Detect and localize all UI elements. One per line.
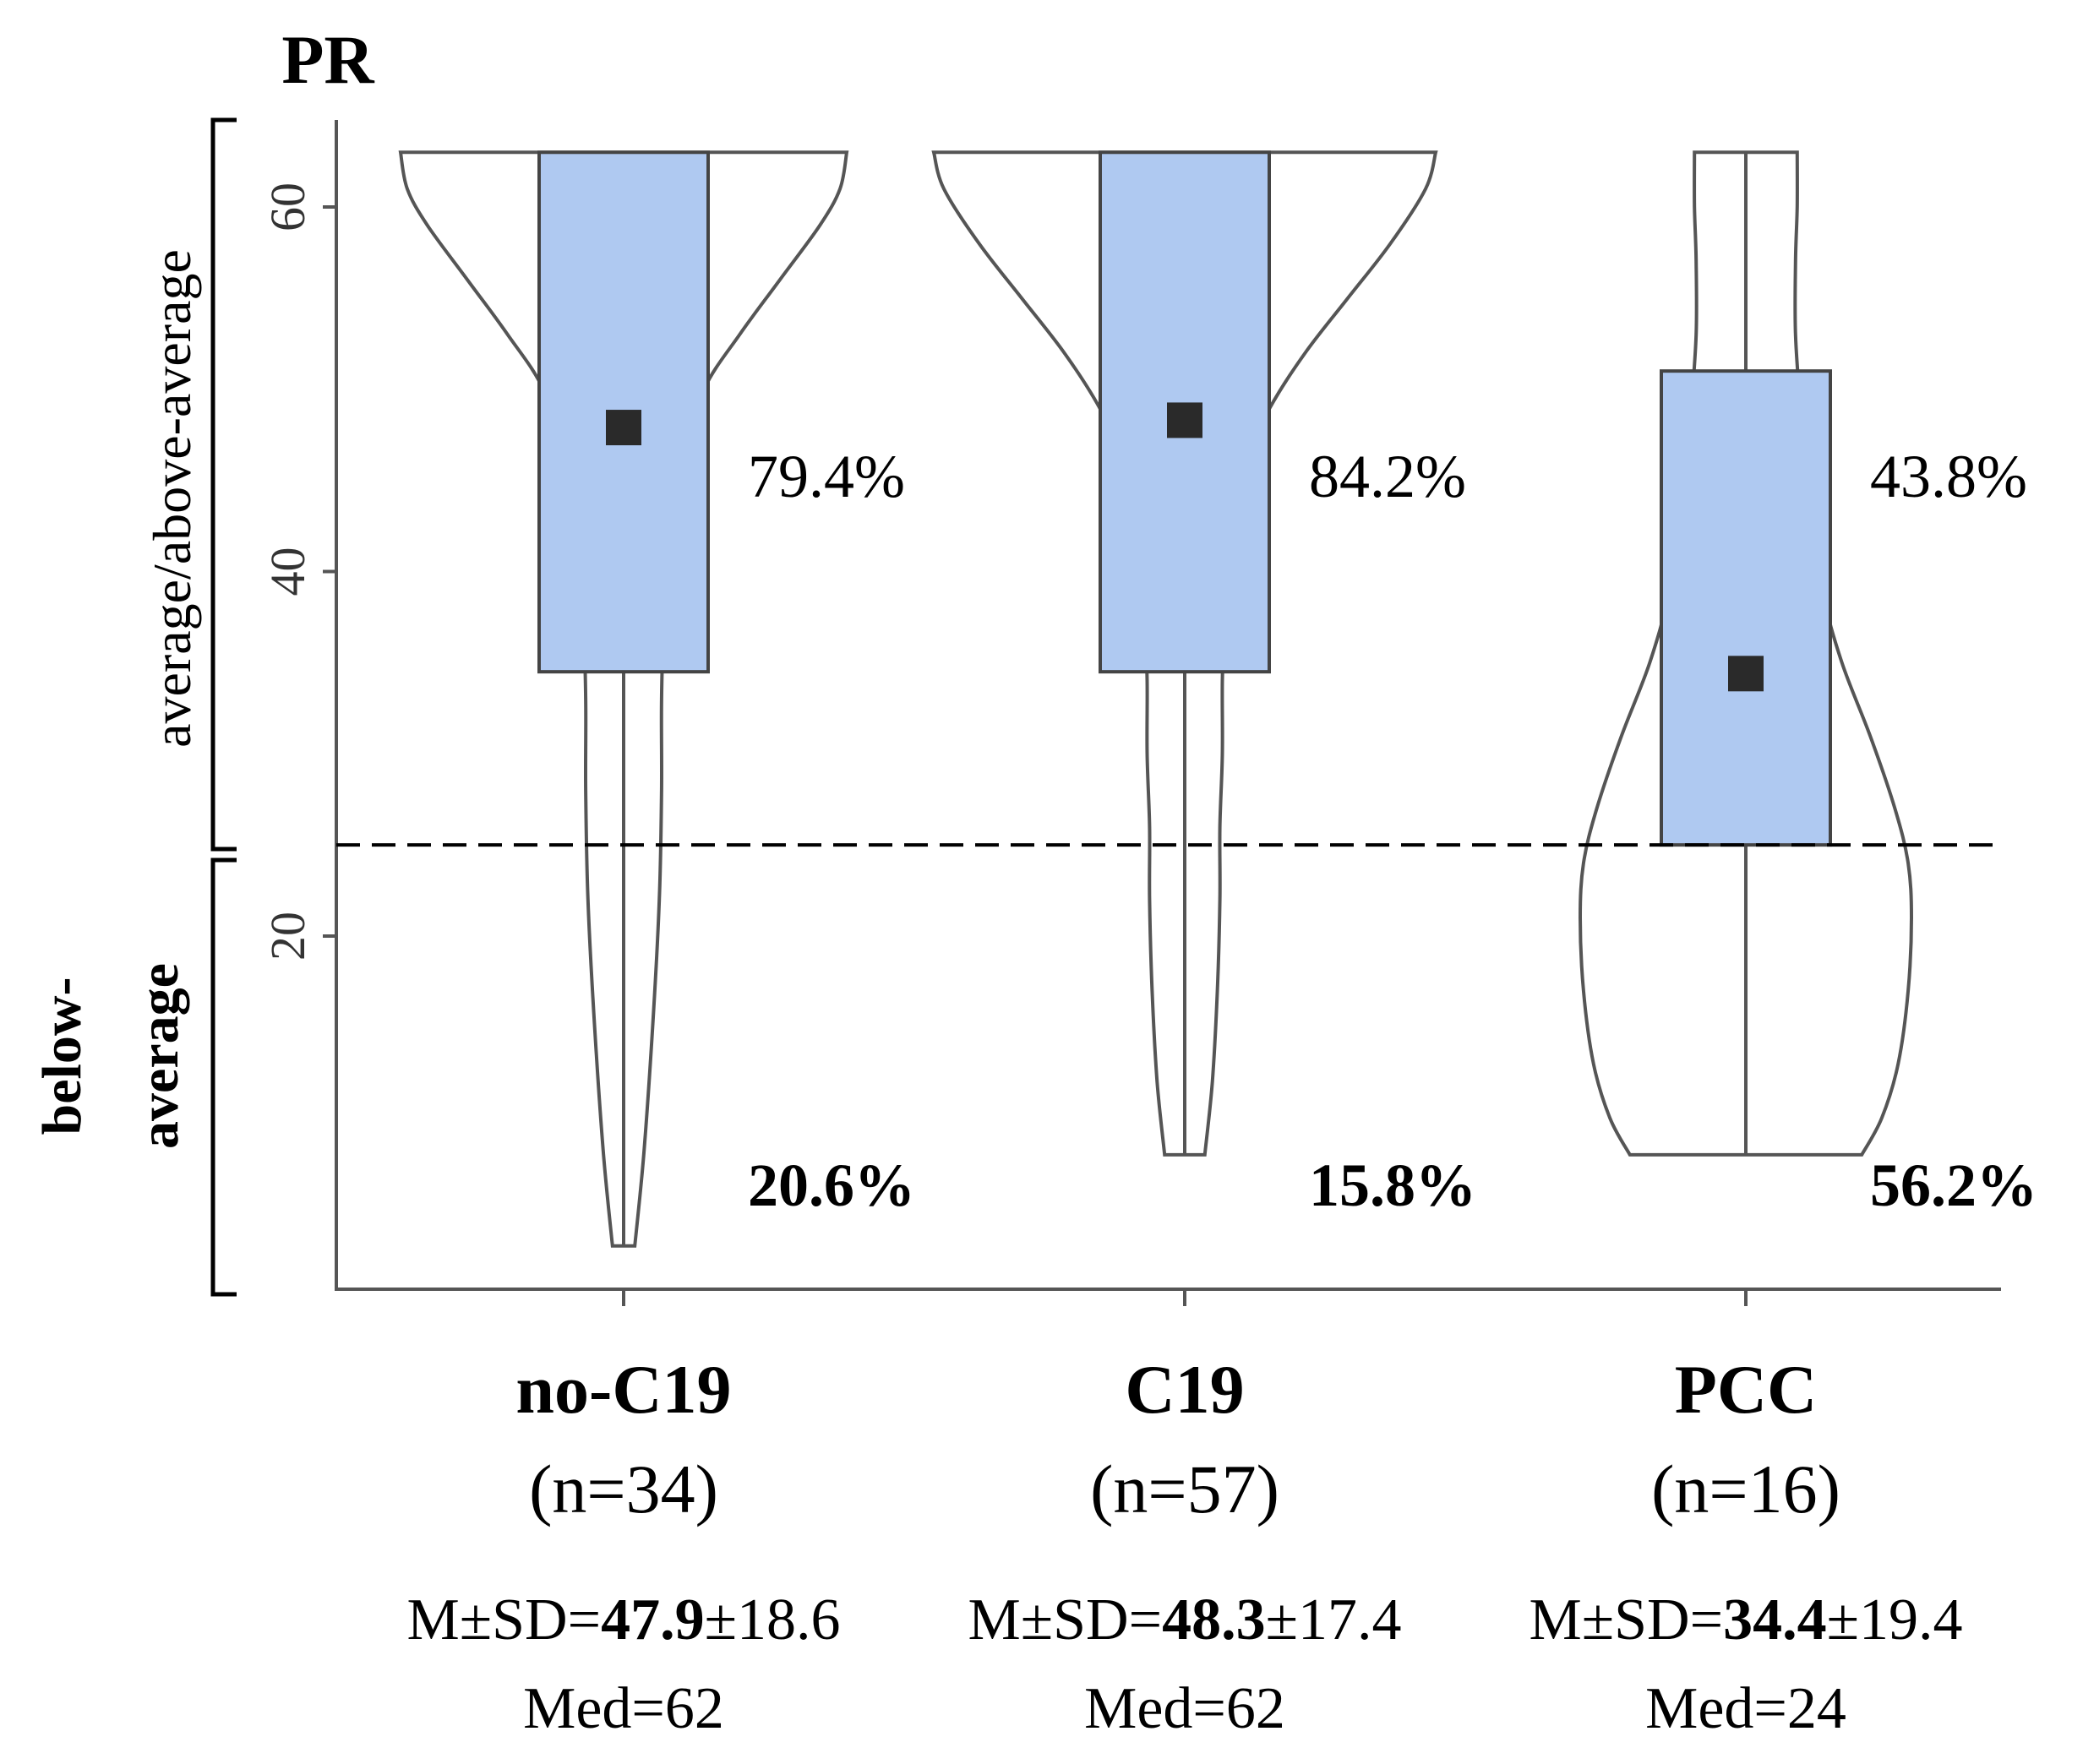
stats-pcc: M±SD=34.4±19.4 bbox=[1529, 1587, 1962, 1652]
upper-region-bracket bbox=[210, 117, 237, 852]
lower-region-label-line1: below- bbox=[31, 977, 93, 1135]
median-no-c19: Med=62 bbox=[523, 1676, 724, 1741]
y-tick-label-40: 40 bbox=[260, 547, 315, 596]
y-tick-label-60: 60 bbox=[260, 182, 315, 231]
above-pct-pcc: 43.8% bbox=[1870, 443, 2027, 510]
below-pct-pcc: 56.2% bbox=[1870, 1152, 2037, 1219]
median-pcc: Med=24 bbox=[1645, 1676, 1846, 1741]
stats-sd-pcc: ±19.4 bbox=[1827, 1587, 1963, 1652]
group-name-c19: C19 bbox=[1125, 1351, 1244, 1428]
violin-c19 bbox=[931, 150, 1438, 1157]
group-n-pcc: (n=16) bbox=[1651, 1451, 1840, 1527]
y-axis-title: PR bbox=[281, 21, 374, 98]
above-pct-no-c19: 79.4% bbox=[748, 443, 905, 510]
stats-mean-c19: 48.3 bbox=[1162, 1587, 1266, 1652]
stats-prefix-no-c19: M±SD= bbox=[406, 1587, 601, 1652]
label-block-pcc: PCC (n=16) M±SD=34.4±19.4 Med=24 bbox=[1529, 1351, 1962, 1741]
stats-sd-c19: ±17.4 bbox=[1266, 1587, 1402, 1652]
mean-marker-pcc bbox=[1728, 656, 1764, 692]
groups: 79.4% 20.6% 84.2% 15.8% 43.8% 56.2% bbox=[398, 150, 2037, 1306]
group-c19: 84.2% 15.8% bbox=[931, 150, 1476, 1306]
label-block-no-c19: no-C19 (n=34) M±SD=47.9±18.6 Med=62 bbox=[406, 1351, 840, 1741]
y-tick-label-20: 20 bbox=[260, 912, 315, 961]
stats-prefix-pcc: M±SD= bbox=[1529, 1587, 1723, 1652]
stats-c19: M±SD=48.3±17.4 bbox=[968, 1587, 1401, 1652]
mean-marker-no-c19 bbox=[606, 410, 641, 446]
group-pcc: 43.8% 56.2% bbox=[1578, 150, 2037, 1306]
median-c19: Med=62 bbox=[1084, 1676, 1285, 1741]
stats-mean-no-c19: 47.9 bbox=[601, 1587, 705, 1652]
group-n-no-c19: (n=34) bbox=[529, 1451, 718, 1527]
stats-sd-no-c19: ±18.6 bbox=[705, 1587, 841, 1652]
group-labels: no-C19(n=34)M±SD=47.9±18.6Med=62C19(n=57… bbox=[406, 1351, 1962, 1741]
above-pct-c19: 84.2% bbox=[1309, 443, 1466, 510]
stats-prefix-c19: M±SD= bbox=[968, 1587, 1162, 1652]
below-pct-no-c19: 20.6% bbox=[748, 1152, 915, 1219]
lower-region-bracket bbox=[210, 858, 237, 1297]
y-ticks: 20 40 60 bbox=[260, 182, 336, 961]
group-name-no-c19: no-C19 bbox=[515, 1351, 731, 1428]
label-block-c19: C19 (n=57) M±SD=48.3±17.4 Med=62 bbox=[968, 1351, 1401, 1741]
mean-marker-c19 bbox=[1167, 402, 1202, 438]
stats-mean-pcc: 34.4 bbox=[1723, 1587, 1827, 1652]
below-pct-c19: 15.8% bbox=[1309, 1152, 1476, 1219]
group-no-c19: 79.4% 20.6% bbox=[398, 150, 915, 1306]
group-n-c19: (n=57) bbox=[1090, 1451, 1279, 1527]
stats-no-c19: M±SD=47.9±18.6 bbox=[406, 1587, 840, 1652]
violin-pcc bbox=[1578, 150, 1914, 1157]
upper-region-label: average/above-average bbox=[142, 249, 202, 748]
violin-no-c19 bbox=[398, 150, 849, 1248]
lower-region-label-line2: average bbox=[128, 963, 190, 1149]
group-name-pcc: PCC bbox=[1675, 1351, 1818, 1428]
iqr-box-pcc bbox=[1660, 369, 1832, 847]
